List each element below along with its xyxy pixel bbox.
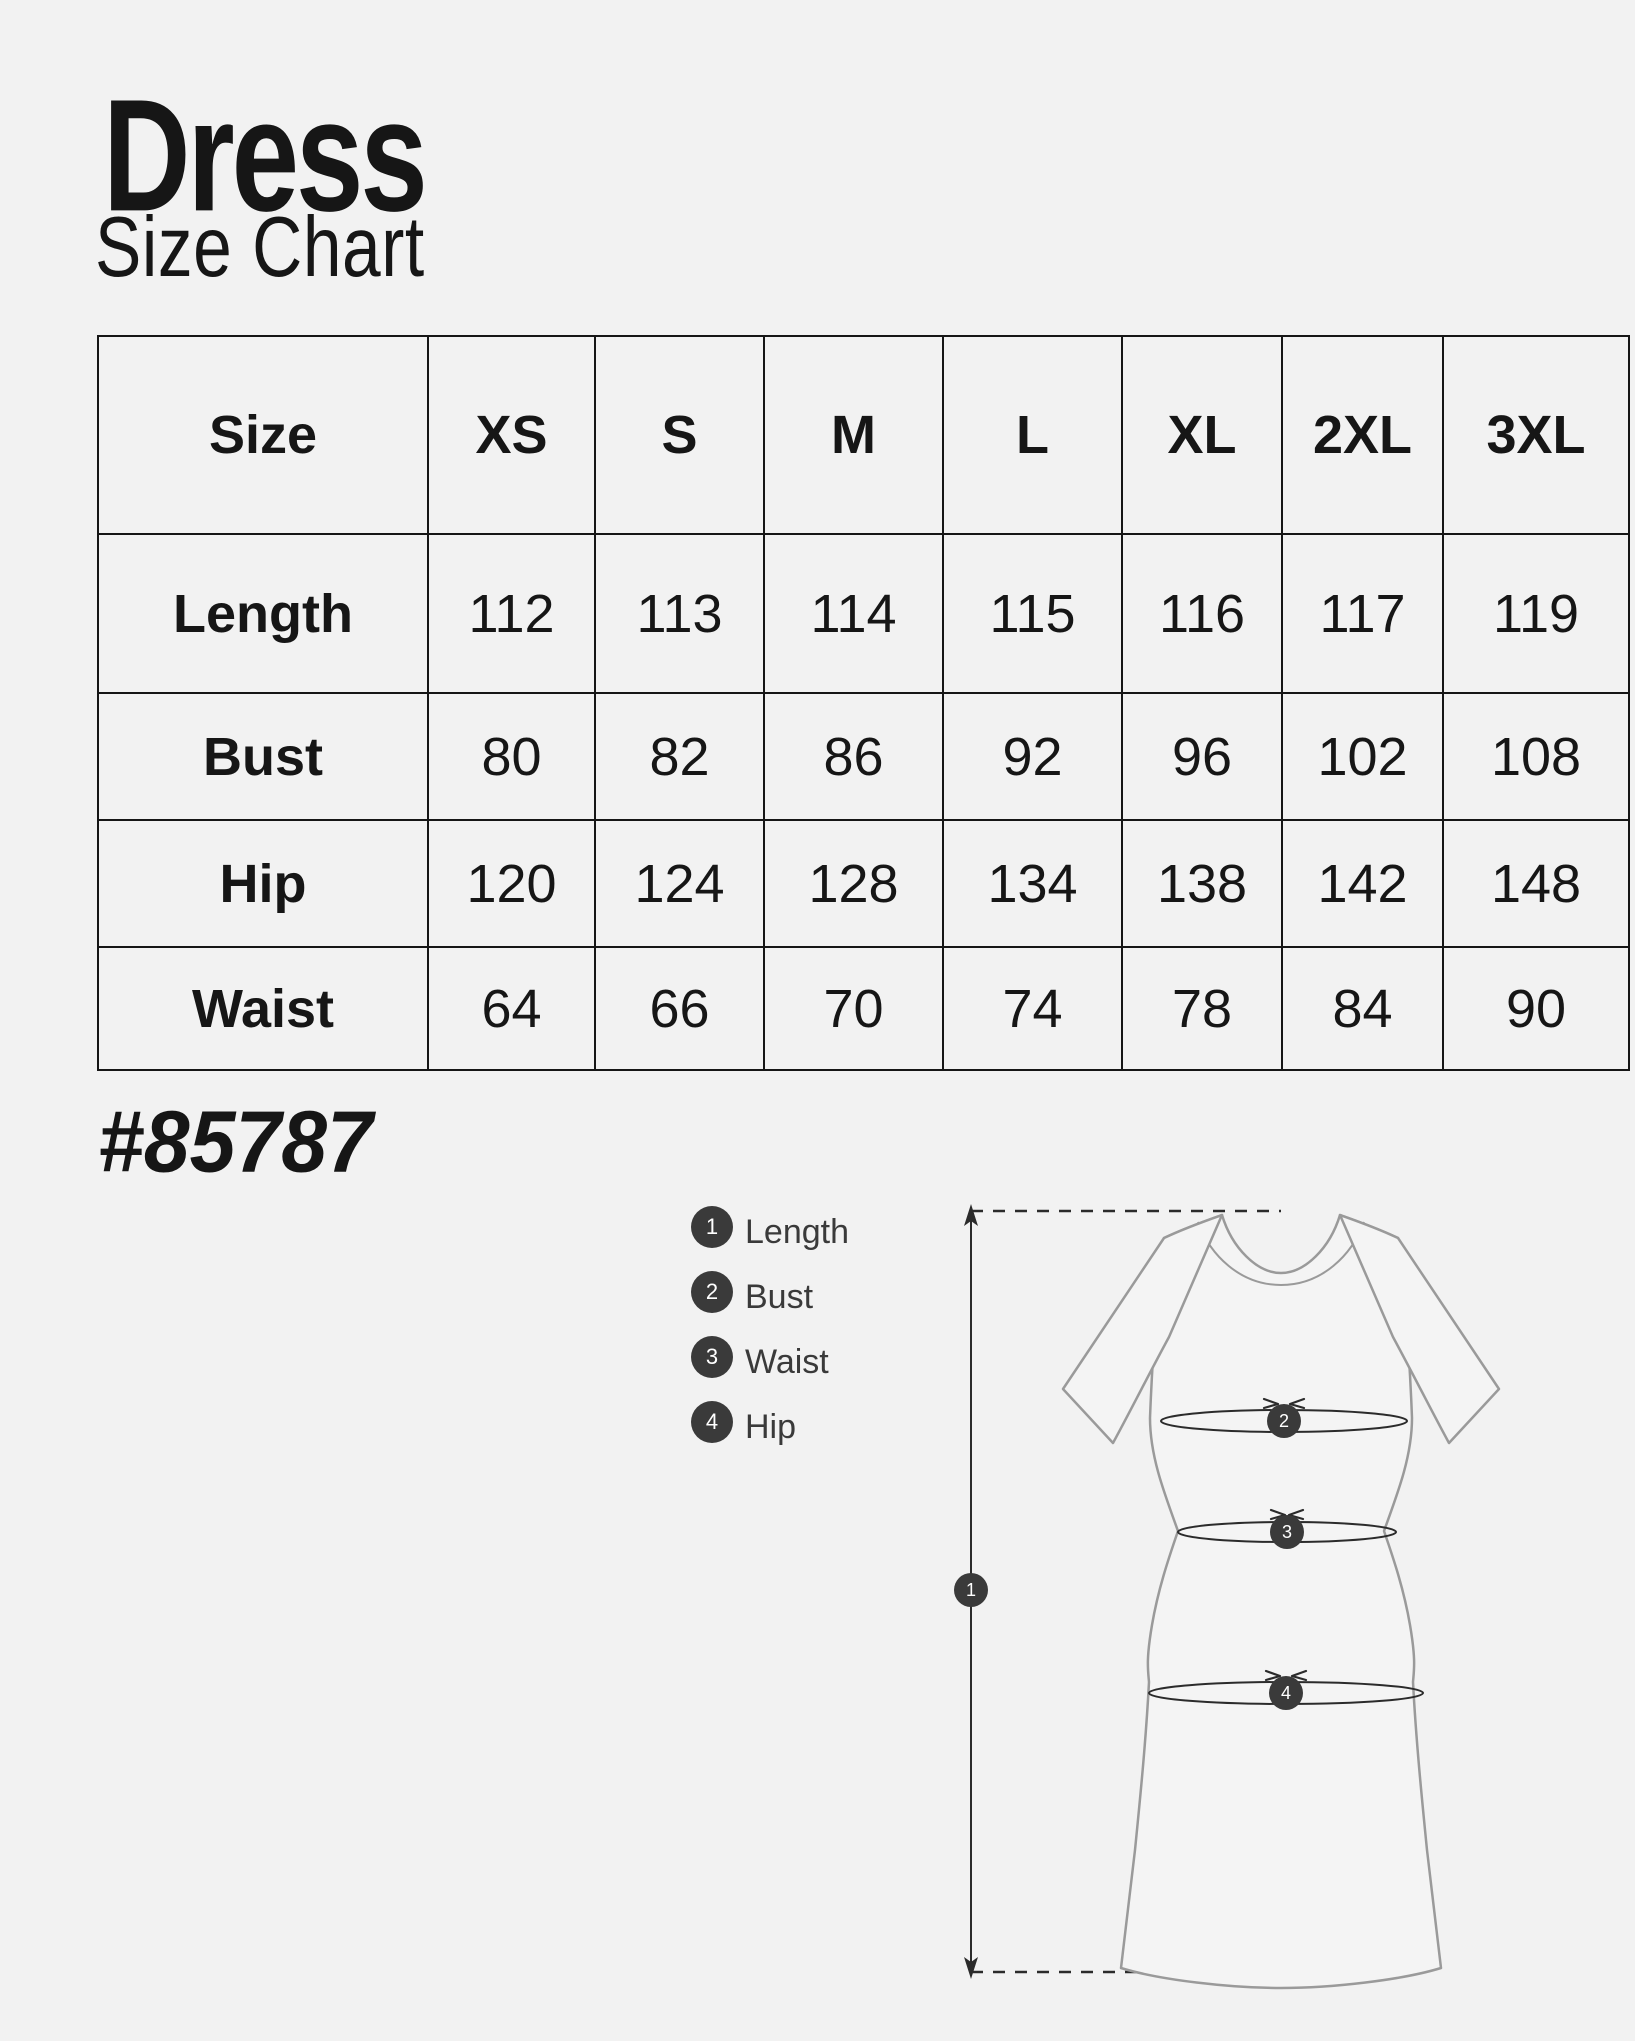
- svg-text:1: 1: [966, 1580, 976, 1600]
- svg-text:2: 2: [1279, 1411, 1289, 1431]
- svg-text:4: 4: [1281, 1683, 1291, 1703]
- svg-text:3: 3: [1282, 1522, 1292, 1542]
